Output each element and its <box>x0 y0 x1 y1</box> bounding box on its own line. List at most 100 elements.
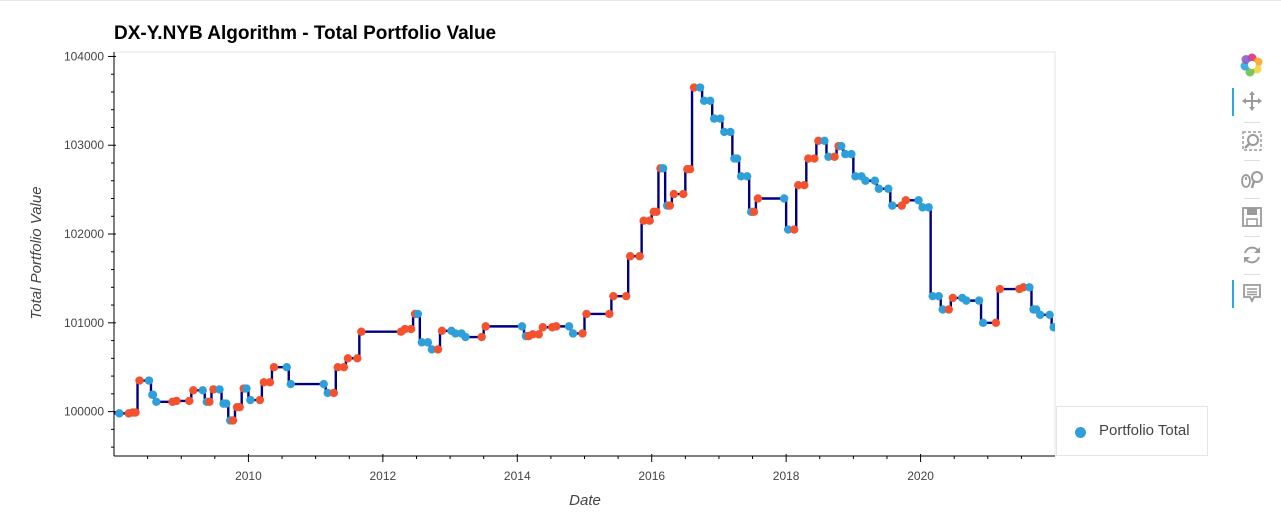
data-point-marker[interactable] <box>568 329 578 338</box>
data-point-marker[interactable] <box>974 296 984 305</box>
data-point-marker[interactable] <box>625 252 635 261</box>
data-point-marker[interactable] <box>538 323 548 332</box>
data-point-marker[interactable] <box>706 96 715 106</box>
data-point-marker[interactable] <box>978 318 988 328</box>
data-point-marker[interactable] <box>172 396 181 406</box>
data-point-marker[interactable] <box>800 180 809 190</box>
data-point-marker[interactable] <box>928 291 937 301</box>
data-point-marker[interactable] <box>1049 323 1057 332</box>
box-zoom-tool-button[interactable] <box>1232 124 1272 158</box>
data-point-marker[interactable] <box>323 388 332 398</box>
data-point-marker[interactable] <box>582 309 591 319</box>
data-point-marker[interactable] <box>282 363 291 372</box>
data-point-marker[interactable] <box>841 149 850 159</box>
data-point-marker[interactable] <box>135 376 144 385</box>
data-point-marker[interactable] <box>152 397 161 407</box>
wheel-zoom-tool-button[interactable] <box>1232 162 1272 196</box>
data-point-marker[interactable] <box>814 136 823 145</box>
data-point-marker[interactable] <box>255 395 265 405</box>
data-point-marker[interactable] <box>451 329 460 338</box>
data-point-marker[interactable] <box>779 194 789 203</box>
data-point-marker[interactable] <box>847 149 856 159</box>
data-point-marker[interactable] <box>343 354 353 363</box>
data-point-marker[interactable] <box>286 379 295 389</box>
data-point-marker[interactable] <box>481 322 490 331</box>
data-point-marker[interactable] <box>517 322 527 331</box>
pan-tool-button[interactable] <box>1232 84 1272 118</box>
data-point-marker[interactable] <box>228 416 238 425</box>
reset-tool-button[interactable] <box>1232 238 1272 272</box>
data-point-marker[interactable] <box>621 291 631 301</box>
data-point-marker[interactable] <box>437 326 447 336</box>
data-point-marker[interactable] <box>870 176 880 185</box>
data-point-marker[interactable] <box>1035 310 1045 320</box>
data-point-marker[interactable] <box>830 152 839 161</box>
data-point-marker[interactable] <box>669 189 679 199</box>
data-point-marker[interactable] <box>433 345 443 354</box>
data-point-marker[interactable] <box>645 216 654 225</box>
data-point-marker[interactable] <box>726 127 735 137</box>
data-point-marker[interactable] <box>189 386 198 395</box>
data-point-marker[interactable] <box>851 172 860 181</box>
data-point-marker[interactable] <box>357 327 366 336</box>
data-point-marker[interactable] <box>609 291 618 301</box>
data-point-marker[interactable] <box>914 196 923 205</box>
data-point-marker[interactable] <box>605 309 614 319</box>
data-point-marker[interactable] <box>259 378 269 387</box>
data-point-marker[interactable] <box>222 399 231 408</box>
data-point-marker[interactable] <box>790 225 799 234</box>
data-point-marker[interactable] <box>991 318 1001 328</box>
data-point-marker[interactable] <box>242 384 251 393</box>
data-point-marker[interactable] <box>423 338 433 347</box>
data-point-marker[interactable] <box>339 363 349 372</box>
data-point-marker[interactable] <box>861 176 870 185</box>
data-point-marker[interactable] <box>742 172 752 181</box>
data-point-marker[interactable] <box>944 305 954 314</box>
hover-tool-button[interactable] <box>1232 276 1272 310</box>
data-point-marker[interactable] <box>710 114 719 123</box>
data-point-marker[interactable] <box>679 189 688 199</box>
data-point-marker[interactable] <box>658 164 668 173</box>
data-point-marker[interactable] <box>235 402 244 412</box>
data-point-marker[interactable] <box>205 397 214 407</box>
data-point-marker[interactable] <box>689 83 699 92</box>
data-point-marker[interactable] <box>1025 283 1034 292</box>
data-point-marker[interactable] <box>198 386 207 395</box>
data-point-marker[interactable] <box>413 309 423 319</box>
data-point-marker[interactable] <box>406 324 416 334</box>
data-point-marker[interactable] <box>753 194 763 203</box>
data-point-marker[interactable] <box>794 180 803 190</box>
save-tool-button[interactable] <box>1232 200 1272 234</box>
data-point-marker[interactable] <box>477 332 486 342</box>
data-point-marker[interactable] <box>888 201 897 210</box>
data-point-marker[interactable] <box>820 136 829 145</box>
data-point-marker[interactable] <box>720 127 729 137</box>
data-point-marker[interactable] <box>333 363 343 372</box>
data-point-marker[interactable] <box>635 252 644 261</box>
plot-area[interactable] <box>113 51 1056 457</box>
data-point-marker[interactable] <box>185 396 194 406</box>
data-point-marker[interactable] <box>534 330 544 339</box>
data-point-marker[interactable] <box>918 203 927 212</box>
data-point-marker[interactable] <box>528 330 537 339</box>
data-point-marker[interactable] <box>810 154 819 163</box>
data-point-marker[interactable] <box>461 332 470 342</box>
data-point-marker[interactable] <box>427 345 437 354</box>
data-point-marker[interactable] <box>804 154 813 163</box>
data-point-marker[interactable] <box>652 207 661 217</box>
data-point-marker[interactable] <box>938 305 947 314</box>
data-point-marker[interactable] <box>695 83 705 92</box>
data-point-marker[interactable] <box>265 378 275 387</box>
data-point-marker[interactable] <box>417 338 427 347</box>
data-point-marker[interactable] <box>1045 310 1054 320</box>
data-point-marker[interactable] <box>924 203 933 212</box>
data-point-marker[interactable] <box>400 324 410 334</box>
data-point-marker[interactable] <box>144 376 154 385</box>
data-point-marker[interactable] <box>783 225 793 234</box>
data-point-marker[interactable] <box>578 329 587 338</box>
data-point-marker[interactable] <box>353 354 362 363</box>
data-point-marker[interactable] <box>564 322 574 331</box>
data-point-marker[interactable] <box>837 141 846 151</box>
data-point-marker[interactable] <box>699 96 709 106</box>
data-point-marker[interactable] <box>148 390 157 399</box>
